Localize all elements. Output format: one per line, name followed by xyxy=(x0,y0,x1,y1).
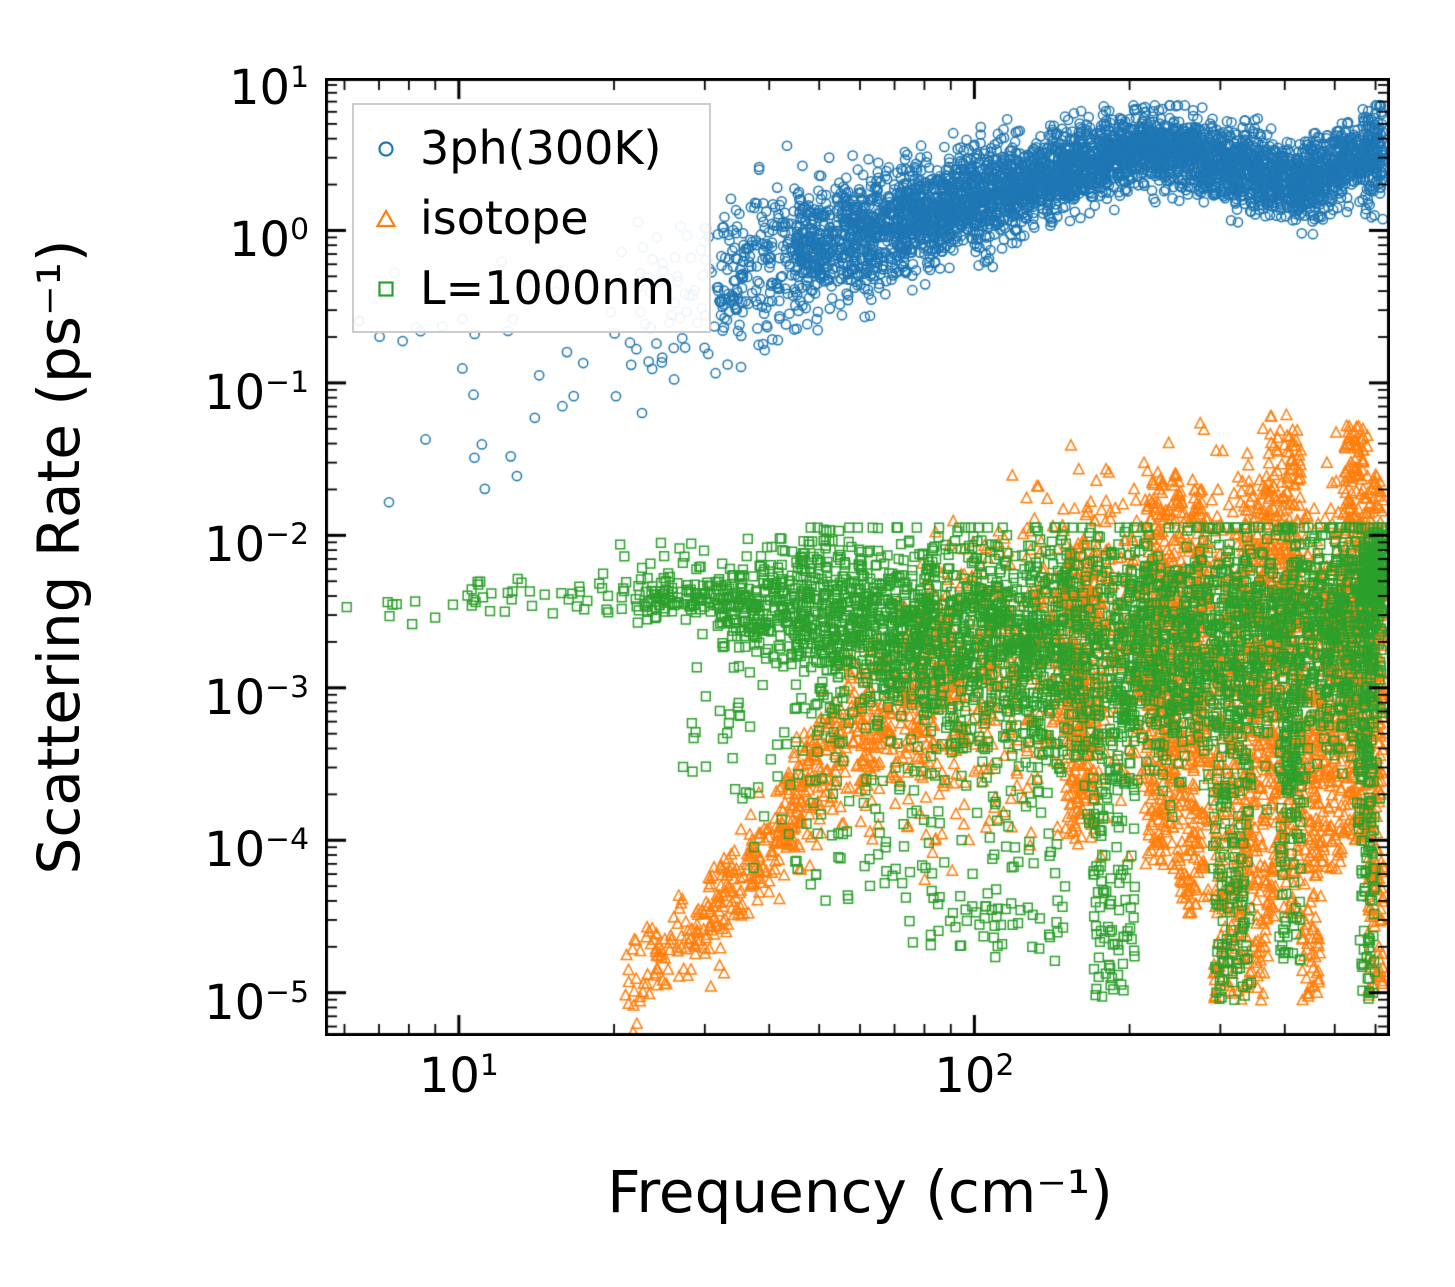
legend-item-boundary: L=1000nm xyxy=(372,255,675,321)
y-tick-label: 10−5 xyxy=(204,974,309,1031)
legend-item-3ph: 3ph(300K) xyxy=(372,115,675,181)
legend-marker-circle-icon xyxy=(378,141,394,157)
y-axis-label: Scattering Rate (ps⁻¹) xyxy=(25,239,93,875)
y-tick-label: 101 xyxy=(228,60,309,116)
y-tick-label: 10−1 xyxy=(204,364,309,421)
y-tick-label: 100 xyxy=(228,212,309,269)
x-tick-label: 102 xyxy=(934,1048,1015,1104)
y-tick-label: 10−4 xyxy=(204,822,309,879)
x-tick-label: 101 xyxy=(418,1048,499,1104)
x-axis-label: Frequency (cm⁻¹) xyxy=(607,1158,1113,1226)
legend-label-isotope: isotope xyxy=(420,191,589,245)
y-tick-label: 10−3 xyxy=(204,669,309,726)
legend-marker-triangle-icon xyxy=(375,208,397,228)
y-tick-label: 10−2 xyxy=(204,517,309,574)
legend-item-isotope: isotope xyxy=(372,185,675,251)
legend-label-boundary: L=1000nm xyxy=(420,261,676,315)
legend-marker-square-icon xyxy=(378,281,394,297)
legend: 3ph(300K) isotope L=1000nm xyxy=(352,103,712,333)
legend-label-3ph: 3ph(300K) xyxy=(420,121,662,175)
